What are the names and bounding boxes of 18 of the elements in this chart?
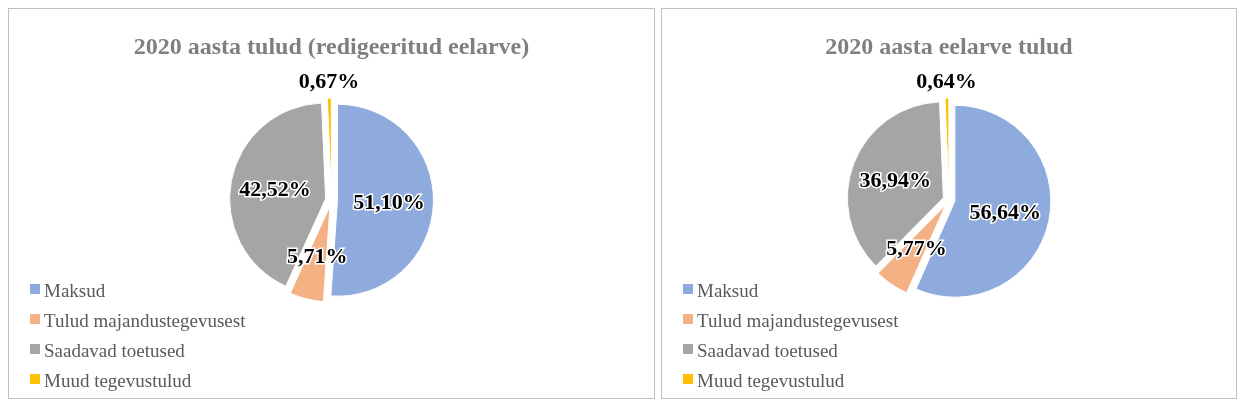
legend-label: Tulud majandustegevusest — [697, 309, 900, 331]
legend-label: Muud tegevustulud — [44, 369, 192, 391]
legend-label: Saadavad toetused — [697, 339, 839, 361]
data-label: 5,71% — [287, 243, 348, 269]
chart-title: 2020 aasta tulud (redigeeritud eelarve) — [133, 33, 530, 59]
legend-label: Saadavad toetused — [44, 339, 186, 361]
data-label: 42,52% — [239, 176, 311, 202]
data-label: 51,10% — [353, 189, 425, 215]
data-label: 5,77% — [886, 235, 947, 261]
legend-label: Muud tegevustulud — [697, 369, 845, 391]
legend-label: Maksud — [44, 279, 106, 301]
legend-label: Tulud majandustegevusest — [44, 309, 247, 331]
chart-title: 2020 aasta eelarve tulud — [825, 33, 1074, 59]
data-label: 0,64% — [916, 67, 977, 93]
data-label: 36,94% — [859, 166, 932, 192]
data-label: 0,67% — [298, 67, 360, 93]
data-label: 56,64% — [969, 199, 1042, 225]
legend-label: Maksud — [697, 279, 759, 301]
